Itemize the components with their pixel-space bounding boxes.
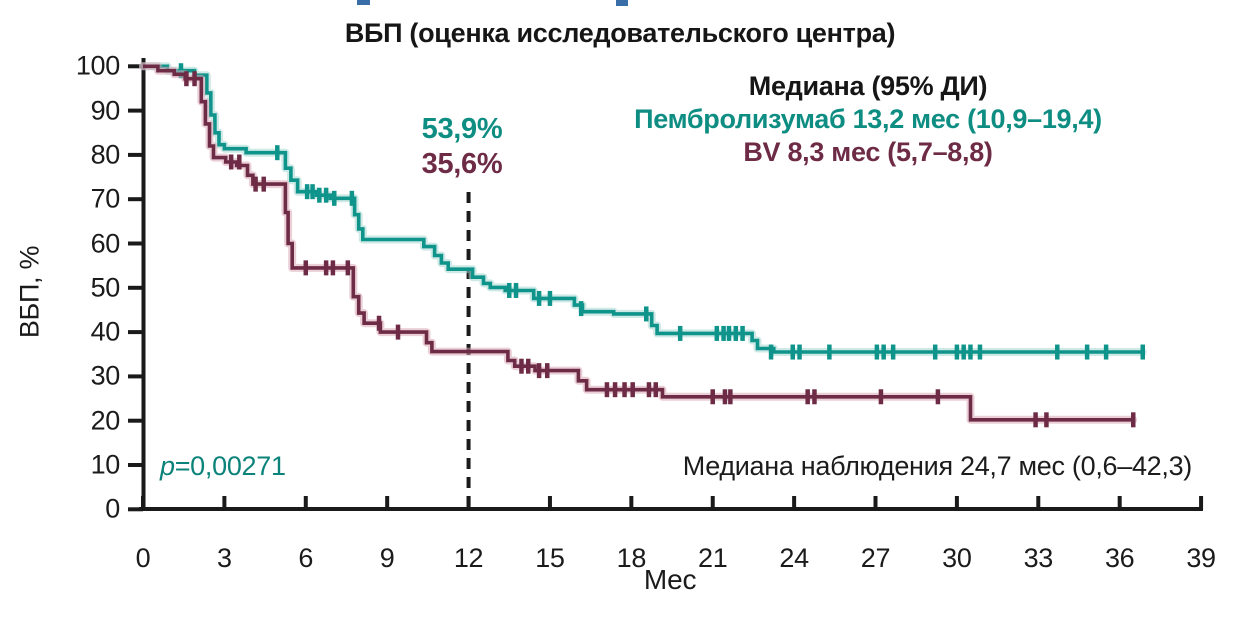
x-tick-label-21: 21 bbox=[698, 543, 728, 573]
y-tick-label-40: 40 bbox=[90, 316, 121, 347]
top-edge-artifact bbox=[357, 0, 370, 5]
chart-title: ВБП (оценка исследовательского центра) bbox=[344, 18, 896, 48]
x-tick-label-0: 0 bbox=[135, 543, 151, 573]
x-tick-label-27: 27 bbox=[860, 543, 891, 573]
landmark-rate-bv: 35,6% bbox=[421, 148, 503, 180]
landmark-rate-pembrolizumab: 53,9% bbox=[421, 113, 503, 145]
y-tick-label-100: 100 bbox=[75, 50, 120, 81]
x-tick-label-18: 18 bbox=[616, 543, 647, 573]
x-tick-label-30: 30 bbox=[942, 543, 972, 573]
km-curve-Пембролизумаб bbox=[143, 64, 1143, 354]
x-tick-label-6: 6 bbox=[298, 543, 314, 573]
x-axis-title: Мес bbox=[643, 564, 697, 595]
y-tick-label-80: 80 bbox=[90, 139, 121, 170]
legend-entry-pembrolizumab: Пембролизумаб 13,2 мес (10,9–19,4) bbox=[634, 104, 1102, 134]
y-axis-title: ВБП, % bbox=[14, 245, 45, 339]
legend-entry-bv: BV 8,3 мес (5,7–8,8) bbox=[743, 137, 993, 167]
y-tick-label-50: 50 bbox=[90, 272, 121, 303]
y-tick-label-10: 10 bbox=[90, 449, 121, 480]
top-edge-artifact bbox=[616, 0, 628, 6]
y-tick-label-30: 30 bbox=[90, 360, 121, 391]
p-value: p=0,00271 bbox=[160, 451, 286, 482]
legend-header: Медиана (95% ДИ) bbox=[748, 71, 988, 101]
y-tick-label-90: 90 bbox=[90, 95, 121, 126]
p-value-symbol: p bbox=[160, 451, 175, 481]
y-tick-label-20: 20 bbox=[90, 405, 121, 436]
x-tick-label-15: 15 bbox=[535, 543, 565, 573]
y-tick-label-60: 60 bbox=[90, 228, 121, 258]
x-tick-label-33: 33 bbox=[1023, 543, 1054, 573]
followup-note: Медиана наблюдения 24,7 мес (0,6–42,3) bbox=[682, 451, 1193, 481]
x-tick-label-12: 12 bbox=[453, 543, 484, 573]
p-value-number: =0,00271 bbox=[174, 451, 286, 481]
x-tick-label-9: 9 bbox=[379, 543, 395, 573]
km-curve-BV bbox=[143, 64, 1134, 422]
landmark-rate-labels: 53,9% 35,6% bbox=[422, 112, 503, 182]
x-tick-label-3: 3 bbox=[217, 543, 232, 573]
x-tick-label-24: 24 bbox=[779, 543, 809, 573]
y-tick-label-0: 0 bbox=[105, 493, 120, 524]
x-tick-label-39: 39 bbox=[1186, 543, 1216, 573]
x-tick-label-36: 36 bbox=[1104, 543, 1135, 573]
legend: Медиана (95% ДИ) Пембролизумаб 13,2 мес … bbox=[634, 70, 1102, 169]
y-tick-label-70: 70 bbox=[90, 183, 121, 214]
